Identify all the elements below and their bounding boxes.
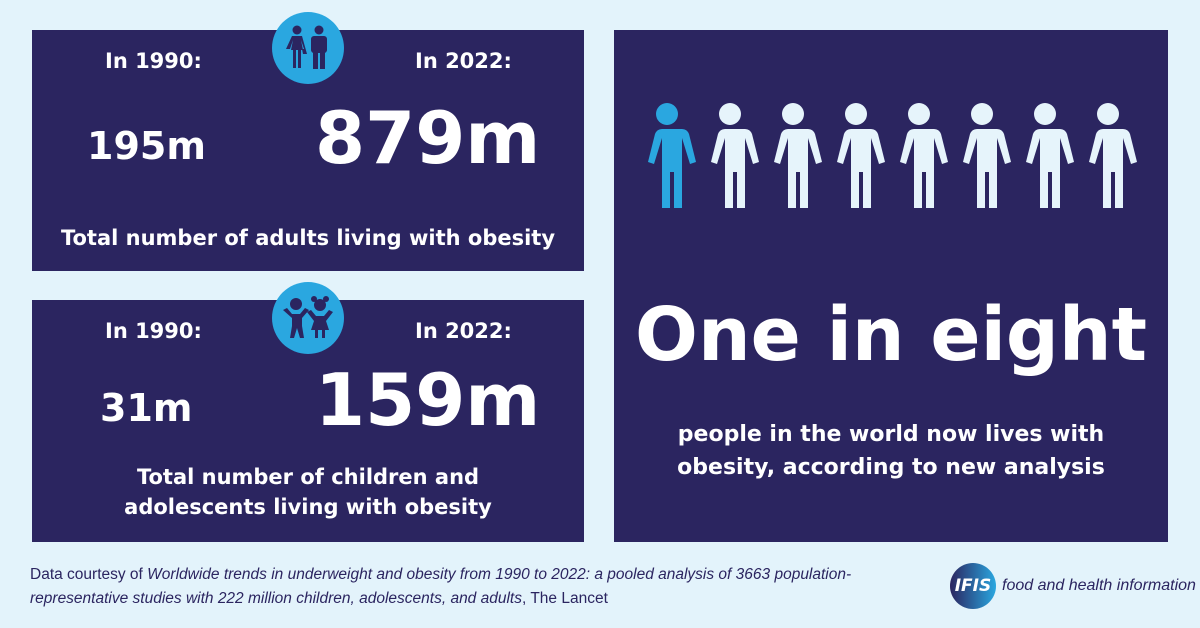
source-credit: Data courtesy of Worldwide trends in und… [30,563,900,611]
adults-value-1990: 195m [87,124,206,168]
headline-line1: people in the world now lives with [677,422,1105,447]
person-figure-icon [638,102,696,216]
headline-panel: One in eight people in the world now liv… [614,30,1168,542]
headline-title: One in eight [635,292,1147,378]
children-caption-line1: Total number of children and [136,465,480,489]
adults-caption: Total number of adults living with obesi… [60,226,556,250]
person-figure-icon [1079,102,1137,216]
children-icon [272,282,344,354]
adults-value-2022: 879m [315,96,541,180]
person-figure-icon [1016,102,1074,216]
person-figure-icon [890,102,948,216]
person-figure-icon [953,102,1011,216]
source-suffix: , The Lancet [521,590,608,607]
person-figure-icon [764,102,822,216]
person-figure-icon [827,102,885,216]
logo-tagline: food and health information [1002,577,1196,594]
children-value-2022: 159m [315,358,541,442]
children-panel: In 1990: In 2022: 31m 159m Total number … [32,300,584,542]
people-row [638,102,1137,216]
person-figure-icon [701,102,759,216]
children-value-1990: 31m [100,386,193,430]
children-label-2022: In 2022: [415,319,512,343]
children-label-1990: In 1990: [105,319,202,343]
adults-icon [272,12,344,84]
headline-text: people in the world now lives with obesi… [614,418,1168,484]
adults-label-2022: In 2022: [415,49,512,73]
headline-line2: obesity, according to new analysis [677,455,1105,480]
adults-label-1990: In 1990: [105,49,202,73]
source-prefix: Data courtesy of [30,566,148,583]
source-title: Worldwide trends in underweight and obes… [30,566,852,607]
logo-mark: IFIS [950,563,996,609]
children-caption-line2: adolescents living with obesity [124,495,492,519]
ifis-logo: IFIS food and health information [950,563,1196,609]
children-caption: Total number of children and adolescents… [32,462,584,522]
